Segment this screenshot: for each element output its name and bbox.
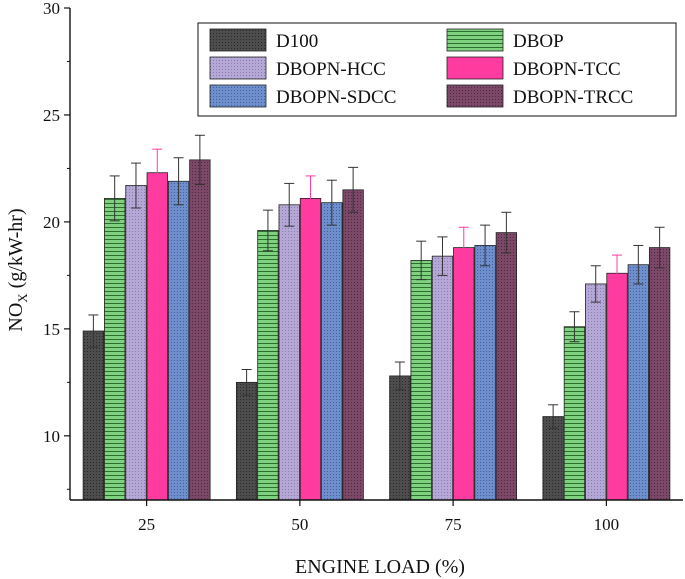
legend-item-dbopn-tcc: DBOPN-TCC (446, 56, 621, 80)
legend-label-dbopn-hcc: DBOPN-HCC (276, 59, 386, 80)
legend-swatch-d100 (209, 28, 267, 52)
legend-item-dbopn-trcc: DBOPN-TRCC (446, 84, 633, 108)
error-bar-dbopn-trcc-25 (194, 134, 205, 185)
bar-dbopn-tcc-50 (299, 197, 322, 501)
legend-swatch-dbopn-sdcc (209, 84, 267, 108)
error-bar-d100-100 (548, 404, 559, 429)
bar-dbop-50 (257, 230, 279, 501)
legend-box (197, 22, 677, 117)
error-bar-dbop-75 (416, 240, 427, 281)
bars-group (82, 134, 671, 501)
bar-dbop-100 (563, 326, 586, 501)
legend-swatch-dbop (446, 28, 504, 52)
error-bar-d100-75 (394, 361, 405, 391)
y-tick-label-10: 10 (43, 427, 60, 446)
bar-dbopn-trcc-100 (648, 247, 671, 501)
bar-d100-50 (235, 381, 258, 501)
error-bar-dbopn-sdcc-100 (633, 244, 644, 285)
error-bar-dbopn-sdcc-75 (480, 224, 491, 267)
y-axis-label: NOX (g/kW-hr) (5, 208, 30, 331)
legend-label-dbopn-sdcc: DBOPN-SDCC (276, 87, 396, 108)
bar-dbopn-hcc-75 (431, 255, 454, 501)
y-tick-label-30: 30 (43, 0, 60, 18)
y-axis-label-main: NO (5, 303, 27, 332)
error-bar-dbopn-hcc-50 (284, 182, 295, 227)
legend-item-dbop: DBOP (446, 28, 564, 52)
bar-dbopn-tcc-75 (453, 247, 475, 501)
y-tick-label-20: 20 (43, 213, 60, 232)
bar-dbopn-sdcc-25 (167, 180, 190, 501)
error-bar-dbopn-trcc-100 (654, 226, 665, 269)
legend-label-dbopn-tcc: DBOPN-TCC (513, 59, 621, 80)
error-bar-dbopn-hcc-75 (437, 236, 448, 276)
x-tick-label-50: 50 (291, 515, 308, 534)
bar-dbopn-hcc-50 (278, 204, 300, 501)
legend-item-d100: D100 (209, 28, 318, 52)
legend-label-dbopn-trcc: DBOPN-TRCC (513, 87, 633, 108)
y-tick-label-15: 15 (43, 320, 60, 339)
x-tick-label-100: 100 (594, 515, 620, 534)
legend-swatch-dbopn-hcc (209, 56, 267, 80)
error-bar-dbopn-tcc-25 (152, 148, 163, 197)
legend: D100 DBOP DBOPN-HCC DBOPN-TCC DBOPN-SDCC DBOP… (197, 22, 677, 117)
y-tick-label-25: 25 (43, 106, 60, 125)
error-bar-dbopn-hcc-25 (130, 162, 141, 209)
x-tick-label-75: 75 (445, 515, 462, 534)
axes-group: 25 50 75 100 10 15 20 25 30 (43, 0, 683, 534)
legend-label-dbop: DBOP (513, 31, 564, 52)
bar-dbopn-hcc-25 (125, 185, 147, 501)
bar-dbopn-trcc-75 (495, 232, 518, 501)
error-bar-d100-50 (241, 369, 252, 396)
y-axis-label-unit: (g/kW-hr) (5, 208, 27, 293)
bar-dbopn-sdcc-50 (321, 202, 343, 501)
error-bar-dbopn-tcc-50 (305, 175, 316, 222)
bar-dbop-25 (104, 197, 126, 501)
error-bar-dbopn-trcc-50 (348, 166, 359, 213)
error-bar-dbopn-sdcc-25 (173, 157, 184, 206)
bar-dbopn-hcc-100 (585, 283, 607, 501)
bar-dbopn-sdcc-75 (474, 245, 496, 501)
legend-swatch-dbopn-tcc (446, 56, 504, 80)
bar-dbopn-sdcc-100 (627, 264, 649, 501)
legend-item-dbopn-sdcc: DBOPN-SDCC (209, 84, 396, 108)
bar-d100-75 (389, 375, 411, 501)
bar-d100-100 (542, 416, 564, 501)
bar-d100-25 (82, 330, 105, 501)
error-bar-dbop-100 (569, 311, 580, 343)
error-bar-dbopn-hcc-100 (590, 265, 601, 303)
bar-dbop-75 (410, 260, 432, 501)
error-bar-dbopn-tcc-100 (612, 254, 623, 292)
x-tick-label-25: 25 (138, 515, 155, 534)
error-bar-dbopn-sdcc-50 (326, 179, 337, 226)
error-bar-dbop-50 (262, 209, 273, 252)
bar-dbopn-tcc-25 (146, 172, 168, 501)
error-bar-d100-25 (88, 314, 99, 348)
bar-dbopn-trcc-25 (189, 159, 211, 501)
y-axis-label-sub: X (15, 293, 30, 303)
error-bar-dbop-25 (109, 175, 120, 222)
legend-item-dbopn-hcc: DBOPN-HCC (209, 56, 386, 80)
x-axis-label: ENGINE LOAD (%) (295, 556, 465, 578)
legend-swatch-dbopn-trcc (446, 84, 504, 108)
bar-dbopn-trcc-50 (342, 189, 364, 501)
error-bar-dbopn-trcc-75 (501, 211, 512, 254)
legend-label-d100: D100 (276, 31, 318, 52)
bar-dbopn-tcc-100 (606, 272, 628, 501)
error-bar-dbopn-tcc-75 (458, 226, 469, 269)
